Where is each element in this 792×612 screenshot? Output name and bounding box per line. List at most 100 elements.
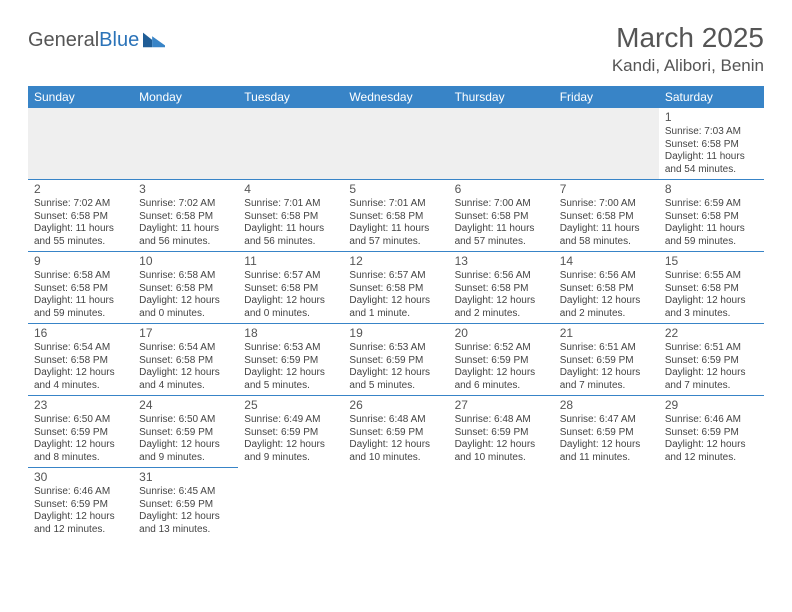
day-number: 2 (34, 182, 127, 197)
sunrise-text: Sunrise: 7:01 AM (349, 198, 442, 211)
logo-text-a: General (28, 29, 99, 52)
day-number: 26 (349, 398, 442, 413)
sunrise-text: Sunrise: 6:49 AM (244, 414, 337, 427)
daylight-text: Daylight: 11 hours and 59 minutes. (665, 223, 758, 248)
daylight-text: Daylight: 11 hours and 58 minutes. (560, 223, 653, 248)
sunset-text: Sunset: 6:58 PM (455, 211, 548, 224)
day-number: 5 (349, 182, 442, 197)
weekday-header: Saturday (659, 86, 764, 108)
calendar-week-row: 1Sunrise: 7:03 AMSunset: 6:58 PMDaylight… (28, 108, 764, 180)
calendar-week-row: 9Sunrise: 6:58 AMSunset: 6:58 PMDaylight… (28, 252, 764, 324)
sunrise-text: Sunrise: 6:58 AM (34, 270, 127, 283)
calendar-day-cell: 14Sunrise: 6:56 AMSunset: 6:58 PMDayligh… (554, 252, 659, 324)
sunrise-text: Sunrise: 6:52 AM (455, 342, 548, 355)
calendar-day-cell: 4Sunrise: 7:01 AMSunset: 6:58 PMDaylight… (238, 180, 343, 252)
calendar-day-cell: 27Sunrise: 6:48 AMSunset: 6:59 PMDayligh… (449, 396, 554, 468)
daylight-text: Daylight: 12 hours and 4 minutes. (139, 367, 232, 392)
calendar-day-cell: 12Sunrise: 6:57 AMSunset: 6:58 PMDayligh… (343, 252, 448, 324)
calendar-day-cell (238, 468, 343, 540)
calendar-day-cell (238, 108, 343, 180)
sunrise-text: Sunrise: 6:48 AM (349, 414, 442, 427)
day-number: 7 (560, 182, 653, 197)
sunrise-text: Sunrise: 7:01 AM (244, 198, 337, 211)
sunset-text: Sunset: 6:59 PM (665, 427, 758, 440)
calendar-day-cell: 31Sunrise: 6:45 AMSunset: 6:59 PMDayligh… (133, 468, 238, 540)
weekday-header-row: SundayMondayTuesdayWednesdayThursdayFrid… (28, 86, 764, 108)
calendar-day-cell (449, 468, 554, 540)
sunset-text: Sunset: 6:59 PM (560, 427, 653, 440)
sunset-text: Sunset: 6:59 PM (244, 355, 337, 368)
sunrise-text: Sunrise: 6:57 AM (244, 270, 337, 283)
daylight-text: Daylight: 11 hours and 59 minutes. (34, 295, 127, 320)
daylight-text: Daylight: 11 hours and 56 minutes. (244, 223, 337, 248)
sunrise-text: Sunrise: 6:55 AM (665, 270, 758, 283)
day-number: 25 (244, 398, 337, 413)
calendar-day-cell (449, 108, 554, 180)
daylight-text: Daylight: 12 hours and 3 minutes. (665, 295, 758, 320)
sunset-text: Sunset: 6:58 PM (34, 211, 127, 224)
sunset-text: Sunset: 6:58 PM (244, 283, 337, 296)
sunset-text: Sunset: 6:59 PM (34, 499, 127, 512)
calendar-day-cell: 11Sunrise: 6:57 AMSunset: 6:58 PMDayligh… (238, 252, 343, 324)
sunset-text: Sunset: 6:58 PM (139, 211, 232, 224)
sunrise-text: Sunrise: 6:50 AM (34, 414, 127, 427)
calendar-day-cell: 8Sunrise: 6:59 AMSunset: 6:58 PMDaylight… (659, 180, 764, 252)
day-number: 12 (349, 254, 442, 269)
calendar-day-cell: 2Sunrise: 7:02 AMSunset: 6:58 PMDaylight… (28, 180, 133, 252)
calendar-day-cell: 13Sunrise: 6:56 AMSunset: 6:58 PMDayligh… (449, 252, 554, 324)
daylight-text: Daylight: 12 hours and 0 minutes. (244, 295, 337, 320)
calendar-day-cell: 10Sunrise: 6:58 AMSunset: 6:58 PMDayligh… (133, 252, 238, 324)
daylight-text: Daylight: 12 hours and 8 minutes. (34, 439, 127, 464)
daylight-text: Daylight: 12 hours and 5 minutes. (244, 367, 337, 392)
day-number: 17 (139, 326, 232, 341)
calendar-week-row: 2Sunrise: 7:02 AMSunset: 6:58 PMDaylight… (28, 180, 764, 252)
calendar-day-cell: 6Sunrise: 7:00 AMSunset: 6:58 PMDaylight… (449, 180, 554, 252)
calendar-day-cell: 25Sunrise: 6:49 AMSunset: 6:59 PMDayligh… (238, 396, 343, 468)
calendar-day-cell: 7Sunrise: 7:00 AMSunset: 6:58 PMDaylight… (554, 180, 659, 252)
day-number: 15 (665, 254, 758, 269)
sunset-text: Sunset: 6:58 PM (139, 283, 232, 296)
calendar-day-cell (343, 468, 448, 540)
day-number: 31 (139, 470, 232, 485)
sunset-text: Sunset: 6:58 PM (560, 211, 653, 224)
daylight-text: Daylight: 11 hours and 55 minutes. (34, 223, 127, 248)
sunrise-text: Sunrise: 6:50 AM (139, 414, 232, 427)
sunset-text: Sunset: 6:58 PM (665, 139, 758, 152)
calendar-day-cell: 20Sunrise: 6:52 AMSunset: 6:59 PMDayligh… (449, 324, 554, 396)
calendar-week-row: 16Sunrise: 6:54 AMSunset: 6:58 PMDayligh… (28, 324, 764, 396)
daylight-text: Daylight: 12 hours and 9 minutes. (139, 439, 232, 464)
daylight-text: Daylight: 11 hours and 57 minutes. (455, 223, 548, 248)
calendar-day-cell (133, 108, 238, 180)
daylight-text: Daylight: 12 hours and 11 minutes. (560, 439, 653, 464)
daylight-text: Daylight: 11 hours and 54 minutes. (665, 151, 758, 176)
title-block: March 2025 Kandi, Alibori, Benin (612, 22, 764, 76)
daylight-text: Daylight: 12 hours and 2 minutes. (560, 295, 653, 320)
sunrise-text: Sunrise: 6:48 AM (455, 414, 548, 427)
sunrise-text: Sunrise: 6:56 AM (560, 270, 653, 283)
day-number: 28 (560, 398, 653, 413)
daylight-text: Daylight: 12 hours and 1 minute. (349, 295, 442, 320)
daylight-text: Daylight: 12 hours and 0 minutes. (139, 295, 232, 320)
day-number: 20 (455, 326, 548, 341)
calendar-day-cell: 16Sunrise: 6:54 AMSunset: 6:58 PMDayligh… (28, 324, 133, 396)
calendar-day-cell: 1Sunrise: 7:03 AMSunset: 6:58 PMDaylight… (659, 108, 764, 180)
calendar-day-cell: 21Sunrise: 6:51 AMSunset: 6:59 PMDayligh… (554, 324, 659, 396)
logo: GeneralBlue (28, 22, 165, 52)
day-number: 19 (349, 326, 442, 341)
day-number: 18 (244, 326, 337, 341)
daylight-text: Daylight: 12 hours and 2 minutes. (455, 295, 548, 320)
day-number: 11 (244, 254, 337, 269)
day-number: 8 (665, 182, 758, 197)
day-number: 3 (139, 182, 232, 197)
sunset-text: Sunset: 6:58 PM (665, 211, 758, 224)
sunrise-text: Sunrise: 6:46 AM (34, 486, 127, 499)
calendar-day-cell: 9Sunrise: 6:58 AMSunset: 6:58 PMDaylight… (28, 252, 133, 324)
sunset-text: Sunset: 6:59 PM (455, 355, 548, 368)
daylight-text: Daylight: 11 hours and 57 minutes. (349, 223, 442, 248)
sunrise-text: Sunrise: 6:54 AM (139, 342, 232, 355)
calendar-body: 1Sunrise: 7:03 AMSunset: 6:58 PMDaylight… (28, 108, 764, 539)
sunset-text: Sunset: 6:59 PM (139, 427, 232, 440)
calendar-day-cell: 22Sunrise: 6:51 AMSunset: 6:59 PMDayligh… (659, 324, 764, 396)
sunset-text: Sunset: 6:59 PM (455, 427, 548, 440)
sunrise-text: Sunrise: 6:45 AM (139, 486, 232, 499)
